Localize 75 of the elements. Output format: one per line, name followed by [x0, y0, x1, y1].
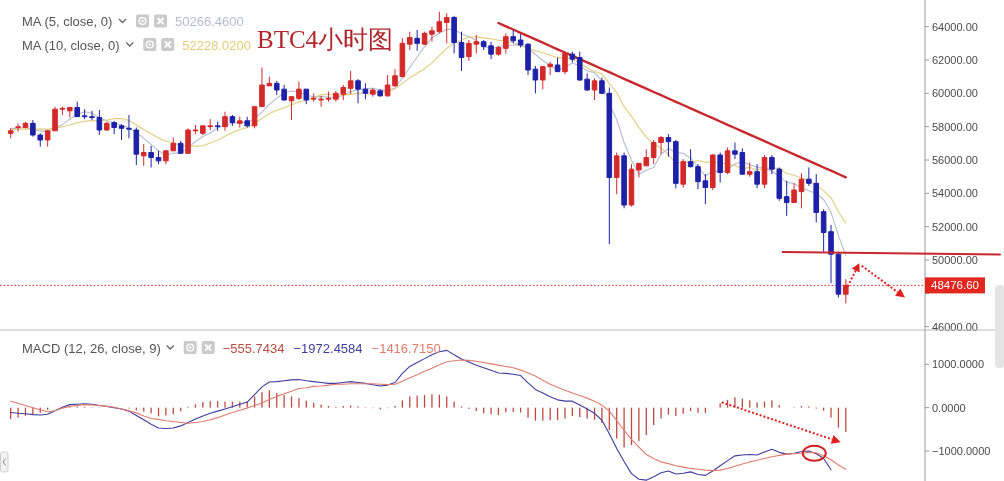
candlestick — [155, 150, 162, 165]
y-tick-label: 58000.00 — [932, 120, 978, 133]
candlestick — [443, 12, 450, 44]
candlestick — [746, 162, 753, 178]
candlestick — [347, 70, 354, 95]
candlestick — [67, 106, 73, 118]
candlestick — [185, 127, 191, 154]
candlestick — [621, 152, 627, 209]
annotation: −555.7434 — [222, 340, 285, 355]
candlestick — [237, 116, 243, 128]
y-tick-label: 52000.00 — [932, 220, 978, 233]
candlestick — [15, 122, 21, 133]
annotation: −1416.7150 — [371, 340, 441, 355]
candlestick — [680, 158, 687, 188]
line-series — [10, 359, 847, 472]
candlestick — [414, 29, 420, 52]
candlestick — [111, 120, 117, 135]
candlestick — [177, 140, 184, 154]
candlestick — [591, 77, 598, 101]
candlestick — [724, 147, 731, 175]
y-tick-label: 46000.00 — [932, 320, 978, 333]
candlestick — [325, 91, 332, 103]
annotation: MA (10, close, 0) — [22, 37, 120, 52]
candlestick — [783, 180, 790, 217]
candlestick — [118, 123, 125, 141]
y-tick-label: 60000.00 — [932, 87, 978, 100]
y-tick-label: 54000.00 — [932, 187, 978, 200]
text: BTC4小时图 — [257, 26, 394, 53]
ref-line-label: 48476.60 — [931, 279, 979, 292]
candlestick — [613, 152, 620, 195]
candlestick — [192, 124, 199, 135]
candlestick — [665, 133, 672, 158]
y-tick-label: 1000.0000 — [932, 358, 984, 371]
candlestick — [296, 81, 302, 101]
text: MACD (12, 26, close, 9) — [22, 340, 161, 355]
candlestick — [451, 15, 457, 54]
candlestick — [74, 101, 80, 118]
candlestick — [798, 172, 805, 209]
candlestick — [510, 29, 517, 44]
annotation: 52228.0200 — [182, 37, 251, 52]
candlestick — [288, 96, 295, 121]
candlestick — [222, 111, 228, 132]
candlestick — [717, 152, 723, 183]
line-series — [497, 21, 848, 179]
candlestick — [709, 153, 716, 191]
annotation: −1972.4584 — [293, 340, 363, 355]
annotation: MA (5, close, 0) — [22, 13, 113, 29]
y-tick-label: 62000.00 — [932, 54, 978, 66]
candlestick — [458, 31, 465, 72]
candlestick — [370, 87, 376, 98]
y-tick-label: 0.0000 — [932, 401, 966, 414]
candlestick — [754, 163, 760, 189]
candlestick — [140, 143, 147, 167]
candlestick — [103, 121, 110, 132]
y-tick-label: 56000.00 — [932, 154, 978, 166]
candlestick — [214, 121, 221, 132]
line-series — [10, 28, 847, 257]
y-tick-label: −1000.0000 — [932, 445, 991, 458]
candlestick — [503, 32, 509, 54]
candlestick — [569, 51, 576, 63]
candlestick — [791, 182, 797, 203]
candlestick — [562, 51, 568, 75]
y-tick-label: 50000.00 — [932, 254, 978, 266]
candlestick — [377, 88, 383, 98]
candlestick — [406, 31, 413, 51]
candlestick — [244, 116, 250, 128]
candlestick — [7, 127, 14, 139]
candlestick — [554, 57, 561, 73]
y-tick-label: 64000.00 — [932, 20, 978, 33]
candlestick — [303, 88, 310, 105]
candlestick — [673, 139, 679, 189]
candlestick — [843, 278, 849, 304]
candlestick — [229, 114, 236, 127]
candlestick — [148, 145, 154, 168]
annotation: 50266.4600 — [175, 13, 244, 29]
